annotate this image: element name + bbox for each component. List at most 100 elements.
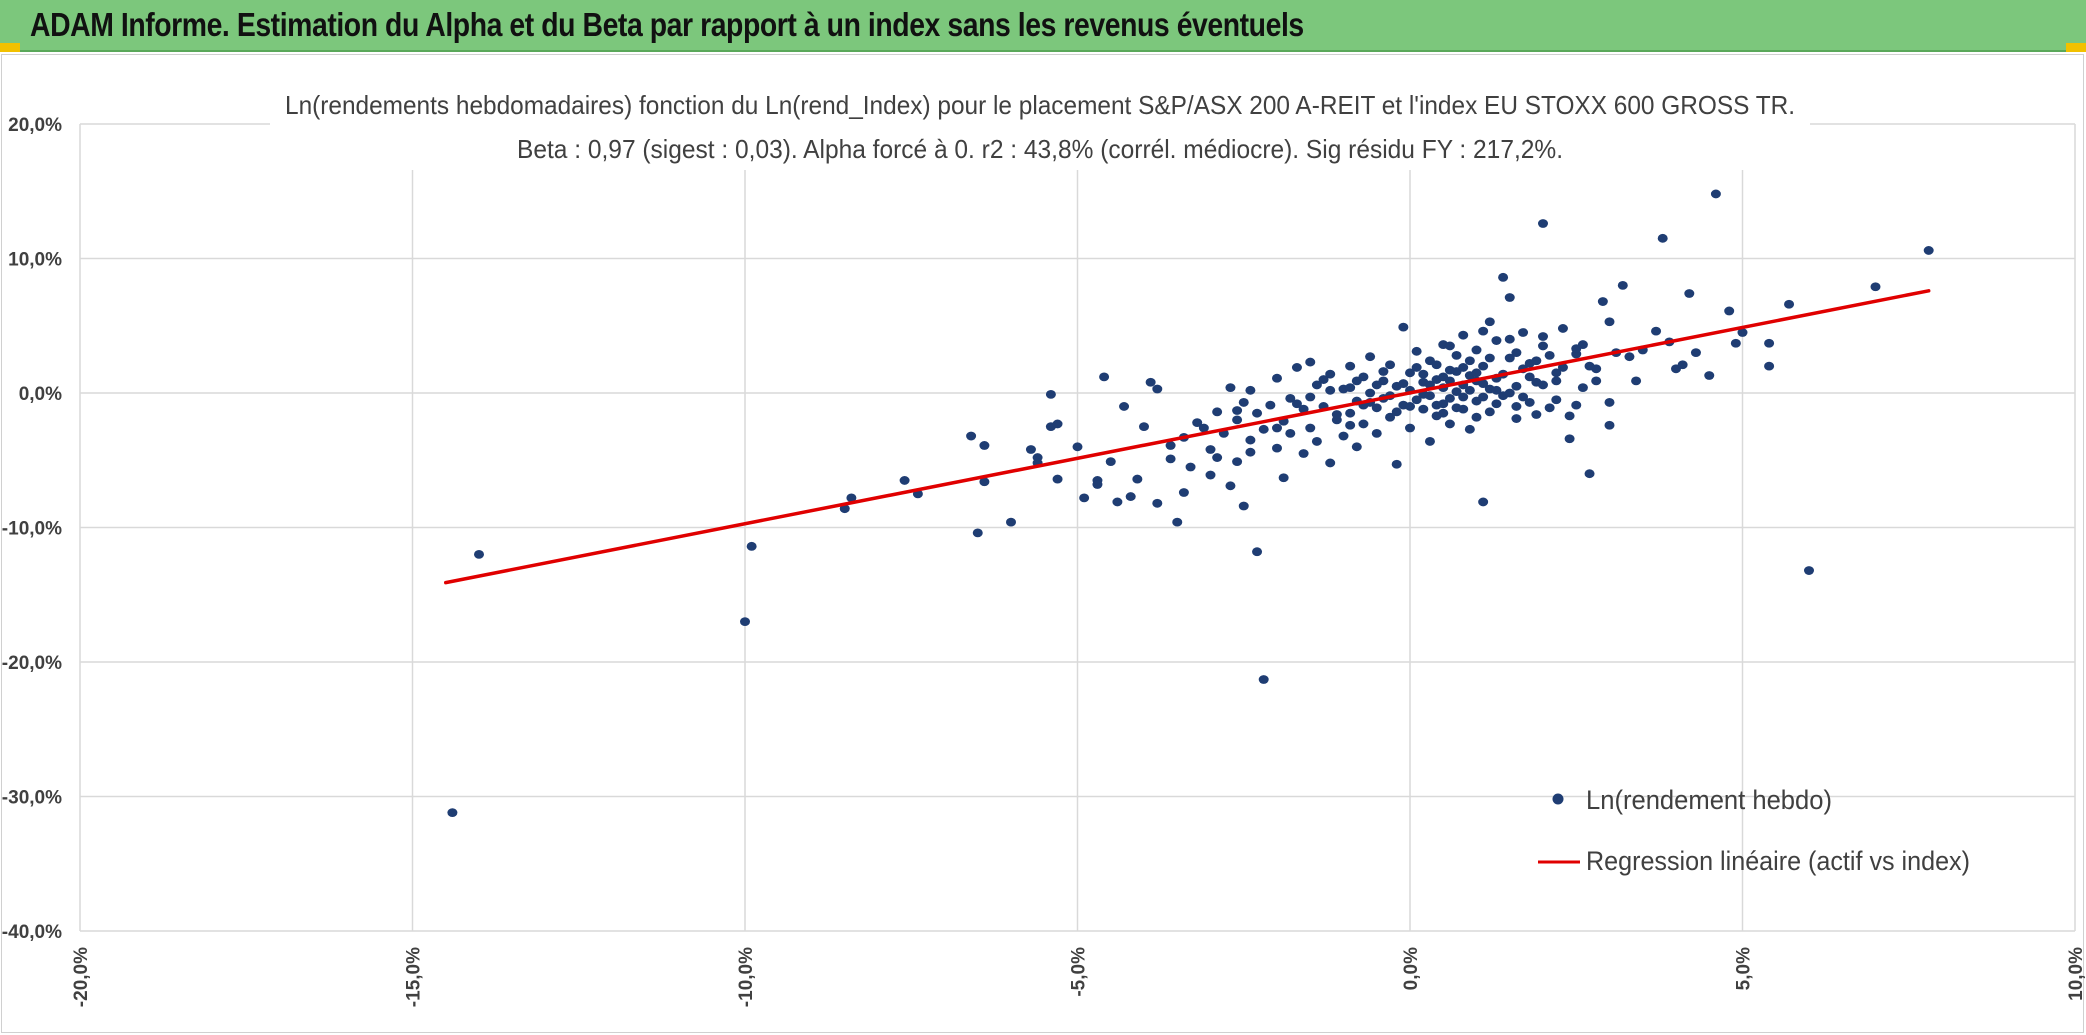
scatter-series bbox=[447, 189, 1934, 818]
data-point bbox=[1025, 445, 1036, 454]
data-point bbox=[1431, 400, 1442, 410]
legend-label-scatter: Ln(rendement hebdo) bbox=[1586, 785, 1832, 815]
data-point bbox=[1504, 353, 1515, 363]
data-point bbox=[1538, 341, 1548, 351]
data-point bbox=[1132, 474, 1143, 484]
data-point bbox=[1345, 383, 1356, 393]
x-tick-label: -20,0% bbox=[71, 947, 92, 1007]
data-point bbox=[1371, 403, 1382, 413]
data-point bbox=[1198, 423, 1209, 433]
data-point bbox=[1538, 380, 1548, 390]
data-point bbox=[1338, 431, 1349, 441]
chart-legend: Ln(rendement hebdo) Regression linéaire … bbox=[1538, 785, 1970, 876]
data-point bbox=[1265, 400, 1276, 410]
data-point bbox=[1272, 443, 1282, 453]
data-point bbox=[1278, 473, 1289, 483]
data-point bbox=[1923, 246, 1934, 255]
data-point bbox=[1511, 348, 1522, 358]
data-point bbox=[1464, 385, 1475, 395]
data-point bbox=[1524, 398, 1535, 407]
data-point bbox=[1398, 379, 1409, 388]
data-point bbox=[1305, 392, 1316, 402]
data-point bbox=[1511, 381, 1522, 391]
data-point bbox=[1411, 346, 1422, 356]
data-point bbox=[1451, 350, 1462, 360]
data-point bbox=[1351, 442, 1362, 452]
data-point bbox=[1391, 459, 1402, 469]
data-point bbox=[1378, 367, 1389, 376]
data-point bbox=[1298, 404, 1309, 414]
y-tick-label: 0,0% bbox=[19, 384, 62, 405]
data-point bbox=[1345, 420, 1356, 430]
data-point bbox=[1651, 326, 1662, 336]
data-point bbox=[1052, 419, 1063, 429]
regression-series bbox=[444, 289, 1931, 585]
data-point bbox=[1518, 392, 1529, 402]
data-point bbox=[1544, 403, 1555, 413]
data-point bbox=[1245, 447, 1256, 457]
data-point bbox=[1617, 281, 1628, 290]
data-point bbox=[1152, 384, 1163, 394]
data-point bbox=[1385, 412, 1396, 422]
data-point bbox=[1464, 424, 1475, 434]
data-point bbox=[1504, 388, 1515, 398]
data-point bbox=[1458, 392, 1469, 402]
data-point bbox=[1591, 376, 1602, 386]
data-point bbox=[1604, 420, 1615, 430]
y-tick-label: -10,0% bbox=[2, 519, 62, 540]
data-point bbox=[1491, 399, 1502, 409]
data-point bbox=[1272, 373, 1282, 383]
data-point bbox=[1405, 368, 1415, 378]
data-point bbox=[1225, 481, 1236, 491]
data-point bbox=[1557, 324, 1568, 333]
x-tick-label: -15,0% bbox=[404, 947, 425, 1007]
data-point bbox=[1325, 369, 1336, 379]
data-point bbox=[1444, 393, 1455, 403]
data-point bbox=[1045, 389, 1056, 399]
data-point bbox=[1165, 441, 1176, 450]
data-point bbox=[1225, 383, 1236, 393]
data-point bbox=[1804, 566, 1814, 575]
data-point bbox=[1371, 428, 1382, 438]
data-point bbox=[1478, 497, 1489, 507]
legend-marker-scatter bbox=[1552, 793, 1564, 805]
data-point bbox=[1730, 338, 1741, 348]
data-point bbox=[1471, 412, 1482, 422]
data-point bbox=[1238, 398, 1249, 407]
data-point bbox=[1524, 372, 1535, 382]
data-point bbox=[1252, 408, 1263, 418]
data-point bbox=[979, 477, 990, 487]
data-point bbox=[1052, 474, 1063, 484]
data-point bbox=[1538, 219, 1548, 228]
x-tick-label: 0,0% bbox=[1401, 947, 1422, 990]
data-point bbox=[1597, 297, 1608, 306]
data-point bbox=[1305, 357, 1316, 367]
x-tick-label: -10,0% bbox=[736, 947, 757, 1007]
data-point bbox=[1684, 289, 1695, 298]
data-point bbox=[1318, 375, 1329, 384]
data-point bbox=[1192, 418, 1203, 427]
data-point bbox=[1351, 376, 1362, 386]
data-point bbox=[474, 550, 484, 559]
data-point bbox=[1577, 383, 1588, 393]
x-tick-label: -5,0% bbox=[1069, 947, 1090, 997]
data-point bbox=[846, 493, 857, 503]
data-point bbox=[1498, 272, 1509, 282]
data-point bbox=[1471, 368, 1482, 378]
data-point bbox=[1418, 369, 1429, 379]
data-point bbox=[1405, 423, 1415, 433]
data-point bbox=[1411, 395, 1422, 405]
corner-accent-right bbox=[2066, 43, 2086, 52]
data-point bbox=[1784, 299, 1795, 309]
data-point bbox=[1079, 493, 1090, 503]
data-point bbox=[1458, 404, 1469, 414]
data-point bbox=[1471, 345, 1482, 355]
data-point bbox=[1424, 437, 1435, 446]
data-point bbox=[1365, 388, 1376, 398]
data-point bbox=[1391, 407, 1402, 417]
report-banner: ADAM Informe. Estimation du Alpha et du … bbox=[0, 0, 2086, 52]
data-point bbox=[447, 808, 458, 818]
x-tick-label: 10,0% bbox=[2066, 947, 2086, 1001]
chart-subtitle: Beta : 0,97 (sigest : 0,03). Alpha forcé… bbox=[517, 134, 1563, 164]
chart-grid bbox=[79, 123, 2076, 932]
